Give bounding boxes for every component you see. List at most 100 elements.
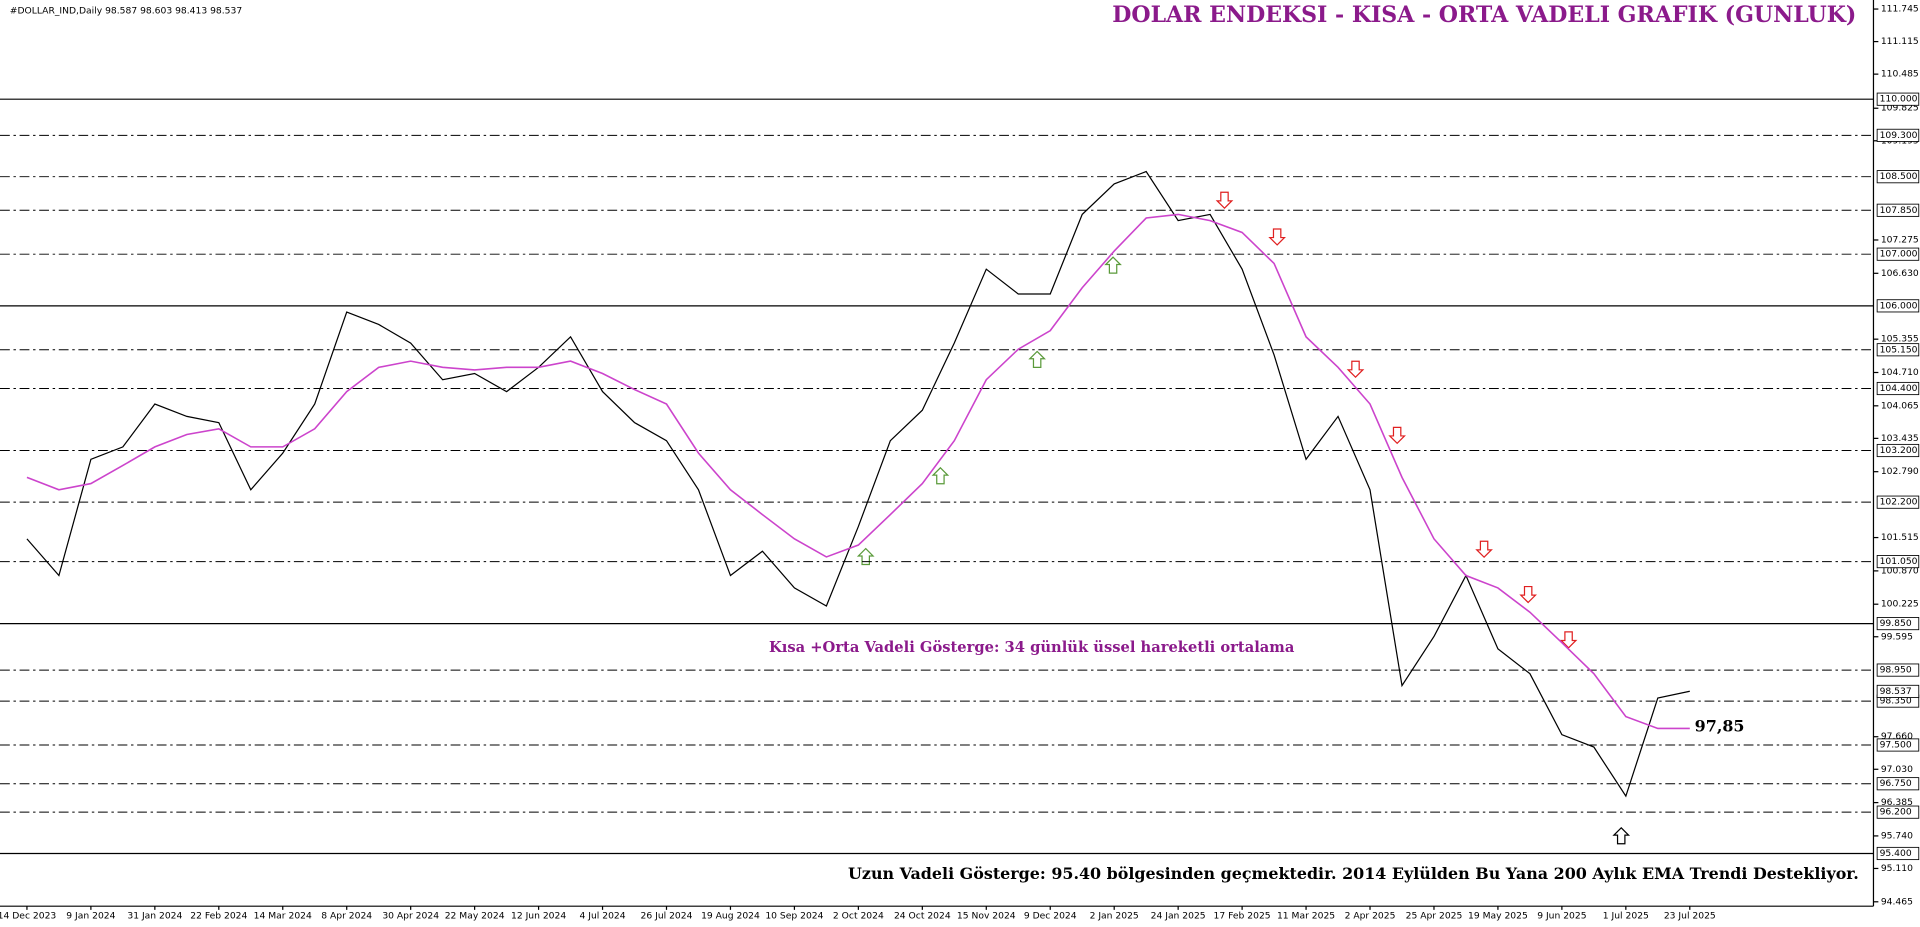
y-tick-label: 96.385 bbox=[1881, 797, 1913, 808]
level-label-box bbox=[1876, 617, 1920, 631]
signal-arrow bbox=[1268, 228, 1286, 246]
current-price-label: 98.537 bbox=[1880, 686, 1912, 697]
x-tick-label: 17 Feb 2025 bbox=[1214, 910, 1271, 921]
x-tick-label: 19 May 2025 bbox=[1468, 910, 1528, 921]
signal-arrow bbox=[1559, 631, 1578, 649]
price-line bbox=[26, 170, 1690, 798]
level-label: 105.150 bbox=[1880, 344, 1918, 355]
level-label: 96.200 bbox=[1880, 807, 1912, 818]
level-label: 97.500 bbox=[1880, 739, 1912, 750]
y-tick-label: 107.275 bbox=[1881, 234, 1919, 245]
x-tick-label: 2 Oct 2024 bbox=[833, 910, 884, 921]
y-tick-label: 111.745 bbox=[1881, 4, 1919, 15]
x-tick-label: 10 Sep 2024 bbox=[765, 910, 823, 921]
x-tick-label: 22 May 2024 bbox=[445, 910, 505, 921]
x-tick-label: 30 Apr 2024 bbox=[382, 910, 439, 921]
x-tick-label: 23 Jul 2025 bbox=[1664, 910, 1716, 921]
ema-value-label: 97,85 bbox=[1695, 716, 1745, 735]
level-label: 98.950 bbox=[1880, 665, 1912, 676]
level-label-box bbox=[1876, 299, 1920, 313]
x-tick-label: 9 Jun 2025 bbox=[1537, 910, 1587, 921]
level-label: 99.850 bbox=[1880, 618, 1912, 629]
y-tick-label: 102.790 bbox=[1881, 466, 1919, 477]
level-label: 98.350 bbox=[1880, 696, 1912, 707]
x-tick-label: 19 Aug 2024 bbox=[701, 910, 760, 921]
level-label-box bbox=[1876, 247, 1920, 261]
level-label-box bbox=[1876, 443, 1920, 458]
level-label: 104.400 bbox=[1880, 383, 1918, 394]
level-label: 96.750 bbox=[1880, 778, 1912, 789]
signal-arrow bbox=[1612, 826, 1631, 845]
level-label: 101.050 bbox=[1880, 556, 1918, 567]
annotation: Kısa +Orta Vadeli Gösterge: 34 günlük üs… bbox=[769, 639, 1295, 656]
x-tick-label: 14 Dec 2023 bbox=[0, 910, 56, 921]
level-label: 102.200 bbox=[1880, 497, 1918, 508]
x-tick-label: 14 Mar 2024 bbox=[254, 910, 312, 921]
y-tick-label: 95.110 bbox=[1881, 863, 1913, 874]
level-label-box bbox=[1876, 846, 1920, 861]
x-tick-label: 2 Apr 2025 bbox=[1345, 910, 1396, 921]
y-tick-label: 97.660 bbox=[1881, 731, 1913, 742]
signal-arrow bbox=[856, 547, 875, 566]
x-tick-label: 31 Jan 2024 bbox=[127, 910, 182, 921]
current-price-box bbox=[1876, 684, 1920, 698]
y-tick-label: 104.065 bbox=[1881, 400, 1919, 411]
level-label: 107.850 bbox=[1880, 205, 1918, 216]
level-label: 103.200 bbox=[1880, 445, 1918, 456]
level-label: 95.400 bbox=[1880, 848, 1912, 859]
x-tick-label: 1 Jul 2025 bbox=[1603, 910, 1649, 921]
level-label-box bbox=[1876, 738, 1920, 752]
x-tick-label: 24 Oct 2024 bbox=[894, 910, 951, 921]
x-tick-label: 22 Feb 2024 bbox=[190, 910, 247, 921]
note: Uzun Vadeli Gösterge: 95.40 bölgesinden … bbox=[848, 864, 1859, 883]
y-tick-label: 100.870 bbox=[1881, 565, 1919, 576]
signal-arrow bbox=[1519, 585, 1537, 604]
y-tick-label: 103.435 bbox=[1881, 433, 1919, 444]
y-tick-label: 94.465 bbox=[1881, 896, 1913, 907]
level-label: 106.000 bbox=[1880, 300, 1918, 311]
level-label-box bbox=[1876, 381, 1920, 396]
x-tick-label: 15 Nov 2024 bbox=[957, 910, 1016, 921]
y-tick-label: 104.710 bbox=[1881, 367, 1919, 378]
y-tick-label: 110.485 bbox=[1881, 69, 1919, 80]
level-label-box bbox=[1876, 128, 1920, 142]
y-tick-label: 109.825 bbox=[1881, 103, 1919, 114]
x-tick-label: 26 Jul 2024 bbox=[641, 910, 693, 921]
level-label: 110.000 bbox=[1880, 94, 1918, 105]
ema-line bbox=[26, 213, 1690, 730]
x-tick-label: 24 Jan 2025 bbox=[1151, 910, 1206, 921]
x-tick-label: 25 Apr 2025 bbox=[1406, 910, 1463, 921]
x-tick-label: 8 Apr 2024 bbox=[321, 910, 372, 921]
y-tick-label: 99.595 bbox=[1881, 631, 1913, 642]
y-tick-label: 101.515 bbox=[1881, 532, 1919, 543]
level-label: 109.300 bbox=[1880, 130, 1918, 141]
signal-arrow bbox=[1215, 191, 1234, 210]
level-label-box bbox=[1876, 663, 1920, 677]
header: #DOLLAR_IND,Daily 98.587 98.603 98.413 9… bbox=[10, 6, 243, 17]
level-label-box bbox=[1876, 805, 1920, 819]
x-tick-label: 12 Jun 2024 bbox=[511, 910, 566, 921]
y-tick-label: 100.225 bbox=[1881, 599, 1919, 610]
y-tick-label: 95.740 bbox=[1881, 830, 1913, 841]
signal-arrow bbox=[1104, 256, 1122, 274]
y-tick-label: 105.355 bbox=[1881, 334, 1919, 345]
level-label-box bbox=[1876, 343, 1920, 357]
level-label: 108.500 bbox=[1880, 171, 1918, 182]
signal-arrows bbox=[856, 191, 1631, 845]
level-label-box bbox=[1876, 555, 1920, 569]
level-label: 107.000 bbox=[1880, 249, 1918, 260]
signal-arrow bbox=[1388, 426, 1406, 445]
y-tick-label: 97.030 bbox=[1881, 764, 1913, 775]
x-tick-label: 4 Jul 2024 bbox=[580, 910, 626, 921]
level-label-box bbox=[1876, 777, 1920, 791]
level-label-box bbox=[1876, 170, 1920, 184]
x-tick-label: 2 Jan 2025 bbox=[1090, 910, 1139, 921]
signal-arrow bbox=[1346, 360, 1365, 379]
y-tick-label: 111.115 bbox=[1881, 36, 1919, 47]
signal-arrow bbox=[1475, 540, 1493, 559]
level-label-box bbox=[1876, 92, 1920, 106]
x-tick-label: 11 Mar 2025 bbox=[1277, 910, 1335, 921]
chart-title: DOLAR ENDEKSI - KISA - ORTA VADELI GRAFI… bbox=[1112, 2, 1856, 28]
